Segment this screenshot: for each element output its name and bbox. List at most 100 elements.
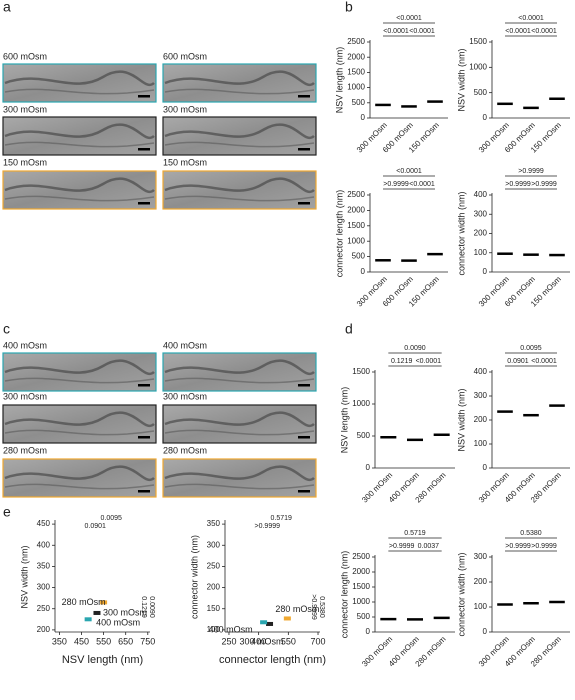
y-tick-label: 0: [483, 113, 488, 122]
scale-bar: [138, 148, 150, 151]
membrane: [4, 465, 155, 482]
membrane: [4, 70, 155, 87]
p-value: <0.0001: [409, 181, 435, 188]
y-tick-label: 1000: [352, 399, 370, 408]
micrograph-label: 150 mOsm: [163, 157, 207, 167]
p-value: 0.0090: [404, 345, 426, 352]
x-tick-label: 250: [221, 636, 236, 646]
y-tick-label: 1500: [469, 37, 487, 46]
membrane: [4, 359, 155, 376]
membrane: [4, 429, 155, 436]
y-tick-label: 0: [361, 113, 366, 122]
y-tick-label: 200: [207, 583, 221, 592]
p-value: <0.0001: [531, 28, 557, 35]
p-value: 0.1219: [391, 358, 413, 365]
y-axis-label: connector length (nm): [334, 190, 344, 278]
y-tick-label: 400: [37, 540, 51, 549]
y-tick-label: 1500: [347, 68, 365, 77]
panel-label: b: [345, 0, 353, 15]
y-tick-label: 500: [352, 98, 366, 107]
panel-label: a: [3, 0, 11, 15]
x-tick-label: 400: [251, 636, 266, 646]
micrograph-label: 150 mOsm: [3, 157, 47, 167]
scale-bar: [298, 148, 310, 151]
series-label: 280 mOsm: [275, 604, 319, 614]
y-tick-label: 2500: [352, 552, 370, 561]
micrograph-label: 280 mOsm: [3, 445, 47, 455]
membrane: [164, 123, 315, 140]
y-tick-label: 0: [483, 627, 488, 636]
y-axis-label: NSV width (nm): [19, 545, 29, 608]
y-tick-label: 250: [37, 604, 51, 613]
y-axis-label: NSV length (nm): [339, 387, 349, 454]
y-tick-label: 400: [474, 367, 488, 376]
membrane: [164, 177, 315, 194]
p-value: 0.0095: [520, 345, 542, 352]
p-value: <0.0001: [409, 28, 435, 35]
micrograph-label: 600 mOsm: [3, 51, 47, 61]
membrane: [164, 377, 315, 384]
membrane: [4, 483, 155, 490]
x-tick-label: 350: [52, 636, 67, 646]
x-tick-label: 650: [118, 636, 133, 646]
y-tick-label: 350: [207, 519, 221, 528]
membrane: [164, 411, 315, 428]
p-value: <0.0001: [518, 15, 544, 22]
y-tick-label: 2000: [347, 206, 365, 215]
micrograph-label: 300 mOsm: [163, 104, 207, 114]
p-value: <0.0001: [383, 28, 409, 35]
y-tick-label: 1000: [469, 62, 487, 71]
y-axis-label: NSV width (nm): [456, 388, 466, 451]
y-tick-label: 200: [474, 415, 488, 424]
p-value: <0.0001: [505, 28, 531, 35]
membrane: [164, 359, 315, 376]
scale-bar: [298, 95, 310, 98]
y-tick-label: 0: [366, 627, 371, 636]
membrane: [164, 429, 315, 436]
x-tick-label: 700: [311, 636, 326, 646]
y-tick-label: 200: [37, 625, 51, 634]
y-tick-label: 250: [207, 562, 221, 571]
p-value: >0.9999: [505, 181, 531, 188]
micrograph: [2, 116, 157, 156]
x-tick-label: 450: [74, 636, 89, 646]
micrograph-label: 300 mOsm: [163, 391, 207, 401]
p-value: <0.0001: [396, 15, 422, 22]
series-label: 280 mOsm: [62, 597, 106, 607]
y-tick-label: 2500: [347, 190, 365, 199]
p-value: 0.0901: [507, 358, 529, 365]
panel-label: c: [3, 321, 10, 337]
micrograph-label: 400 mOsm: [3, 340, 47, 350]
membrane: [4, 123, 155, 140]
y-tick-label: 2500: [347, 37, 365, 46]
scale-bar: [138, 436, 150, 439]
series-label: 300 mOsm: [103, 607, 147, 617]
annotation: >0.9999: [255, 523, 281, 530]
membrane: [164, 70, 315, 87]
scale-bar: [138, 95, 150, 98]
series-label: 400 mOsm: [96, 618, 140, 628]
y-tick-label: 1000: [347, 236, 365, 245]
scale-bar: [138, 202, 150, 205]
membrane: [4, 177, 155, 194]
y-tick-label: 100: [474, 602, 488, 611]
membrane: [4, 141, 155, 148]
y-tick-label: 0: [366, 463, 371, 472]
scale-bar: [138, 384, 150, 387]
series-label: 400 mOsm: [209, 625, 253, 635]
micrograph-label: 300 mOsm: [3, 104, 47, 114]
p-value: 0.0037: [418, 543, 440, 550]
y-tick-label: 1000: [352, 597, 370, 606]
y-tick-label: 300: [474, 552, 488, 561]
annotation: 0.1219: [140, 596, 147, 618]
panel-label: e: [3, 504, 11, 520]
p-value: >0.9999: [383, 181, 409, 188]
y-axis-label: connector width (nm): [456, 191, 466, 275]
micrograph-label: 300 mOsm: [3, 391, 47, 401]
y-axis-label: connector width (nm): [189, 535, 199, 619]
y-tick-label: 300: [474, 209, 488, 218]
scale-bar: [298, 384, 310, 387]
p-value: <0.0001: [531, 358, 557, 365]
membrane: [4, 411, 155, 428]
